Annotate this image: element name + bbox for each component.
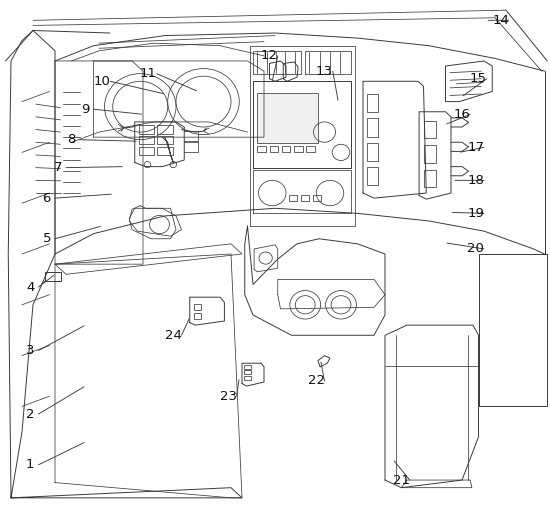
Bar xyxy=(367,94,378,112)
Text: 12: 12 xyxy=(261,49,278,62)
Bar xyxy=(139,136,154,144)
Bar xyxy=(257,146,266,152)
Bar xyxy=(157,125,173,134)
Bar xyxy=(244,365,251,369)
Text: 4: 4 xyxy=(26,280,35,294)
Bar xyxy=(313,195,321,201)
Bar xyxy=(367,167,378,185)
Bar xyxy=(157,147,173,155)
Text: 22: 22 xyxy=(308,374,324,388)
Text: 5: 5 xyxy=(42,232,51,245)
Bar xyxy=(424,145,436,163)
Bar xyxy=(289,195,297,201)
Bar xyxy=(367,143,378,161)
Text: 19: 19 xyxy=(468,207,484,220)
Text: 23: 23 xyxy=(220,390,236,403)
Bar xyxy=(367,118,378,137)
Text: 21: 21 xyxy=(393,473,410,487)
Text: 7: 7 xyxy=(53,161,62,174)
Text: 13: 13 xyxy=(316,65,333,78)
Bar xyxy=(257,93,318,143)
Bar xyxy=(139,125,154,134)
Bar xyxy=(194,304,201,310)
Text: 15: 15 xyxy=(470,72,487,85)
Text: 20: 20 xyxy=(468,242,484,256)
Text: 2: 2 xyxy=(26,407,35,421)
Bar xyxy=(157,136,173,144)
Text: 3: 3 xyxy=(26,344,35,357)
Text: 6: 6 xyxy=(42,192,51,205)
Text: 14: 14 xyxy=(492,14,509,27)
Text: 10: 10 xyxy=(94,75,110,88)
Bar xyxy=(244,376,251,380)
Bar xyxy=(294,146,302,152)
Bar xyxy=(139,147,154,155)
Bar xyxy=(282,146,290,152)
Text: 1: 1 xyxy=(26,458,35,471)
Text: 17: 17 xyxy=(468,141,484,154)
Bar xyxy=(194,313,201,319)
Bar xyxy=(301,195,309,201)
Text: 18: 18 xyxy=(468,174,484,187)
Text: 11: 11 xyxy=(140,67,157,80)
Text: 8: 8 xyxy=(67,133,76,146)
Text: 24: 24 xyxy=(165,329,182,342)
Bar xyxy=(244,370,251,374)
Bar xyxy=(424,121,436,138)
Bar xyxy=(45,272,60,281)
Text: 16: 16 xyxy=(454,108,470,121)
Text: 9: 9 xyxy=(81,103,90,116)
Bar xyxy=(306,146,315,152)
Bar xyxy=(270,146,278,152)
Bar xyxy=(424,170,436,187)
